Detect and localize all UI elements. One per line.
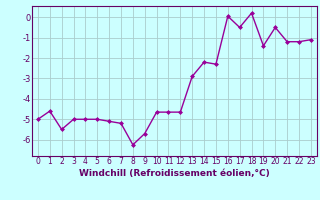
X-axis label: Windchill (Refroidissement éolien,°C): Windchill (Refroidissement éolien,°C) <box>79 169 270 178</box>
